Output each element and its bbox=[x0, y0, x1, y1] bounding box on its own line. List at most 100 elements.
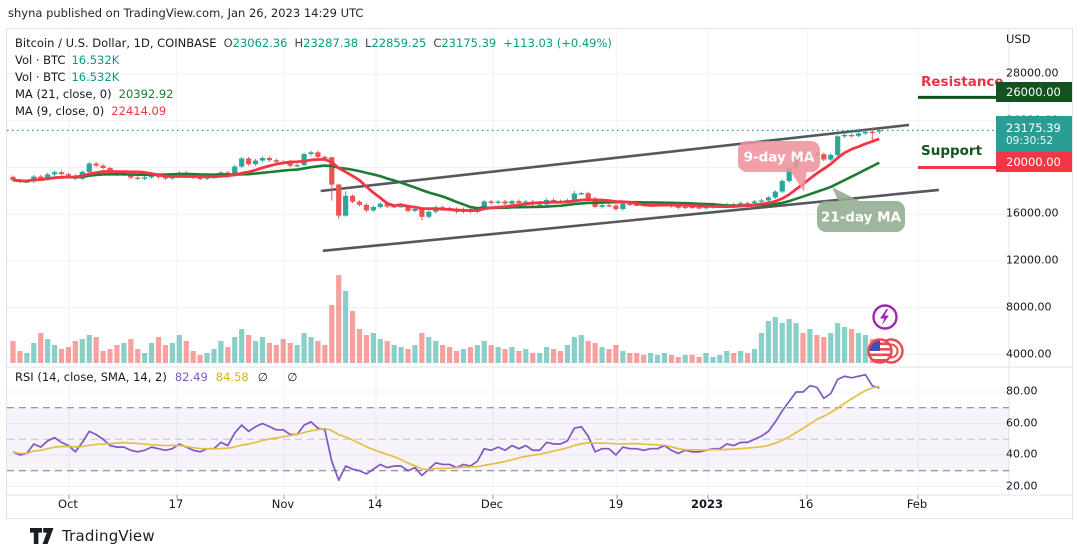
time-tick-label: 19 bbox=[608, 497, 624, 511]
time-tick-label: 2023 bbox=[690, 497, 724, 511]
chart-canvas[interactable]: 9-day MA 21-day MA bbox=[7, 29, 1072, 518]
time-tick-label: Nov bbox=[271, 497, 295, 511]
candle-body bbox=[765, 197, 771, 201]
volume-bar bbox=[620, 351, 626, 363]
volume-bar bbox=[433, 341, 439, 363]
volume-legend-2[interactable]: Vol · BTC 16.532K bbox=[15, 70, 119, 84]
candle-body bbox=[45, 174, 51, 179]
volume-bar bbox=[855, 333, 862, 363]
volume-bar bbox=[689, 355, 695, 363]
high-value: 23287.38 bbox=[303, 36, 359, 50]
candle-body bbox=[509, 201, 515, 204]
volume-bar bbox=[65, 347, 72, 363]
candle-body bbox=[273, 160, 279, 162]
volume-bar bbox=[225, 347, 231, 363]
rsi-value: 82.49 bbox=[174, 370, 208, 384]
volume-bar bbox=[190, 351, 196, 363]
rsi-sma-line bbox=[12, 385, 880, 471]
ma9-callout-bubble[interactable]: 9-day MA bbox=[738, 141, 820, 192]
ma21-legend[interactable]: MA (21, close, 0) 20392.92 bbox=[15, 87, 174, 101]
volume-bar bbox=[842, 327, 848, 363]
volume-bar bbox=[349, 311, 356, 363]
rsi-label: RSI (14, close, SMA, 14, 2) bbox=[15, 370, 167, 384]
volume-bar bbox=[246, 335, 252, 363]
volume-bar bbox=[835, 323, 841, 363]
channel-upper-trendline[interactable] bbox=[320, 123, 910, 193]
volume-bar bbox=[578, 335, 584, 363]
candle-body bbox=[758, 200, 765, 202]
rsi-line bbox=[12, 373, 880, 482]
rsi-legend[interactable]: RSI (14, close, SMA, 14, 2) 82.49 84.58 ∅ ∅ bbox=[15, 370, 305, 384]
ma21-callout-bubble[interactable]: 21-day MA bbox=[817, 187, 905, 232]
volume-bar bbox=[474, 345, 480, 363]
candle-body bbox=[606, 205, 612, 207]
currency-label: USD bbox=[1006, 32, 1031, 46]
volume-bar bbox=[197, 355, 203, 363]
volume-bar bbox=[744, 353, 751, 363]
candle-body bbox=[419, 208, 425, 217]
candle-body bbox=[38, 176, 44, 179]
open-label: O bbox=[223, 36, 233, 50]
candle-body bbox=[162, 177, 169, 179]
resistance-label: Resistance bbox=[921, 74, 1004, 90]
volume-bar bbox=[758, 333, 765, 363]
candle-body bbox=[370, 207, 376, 211]
volume-bar bbox=[495, 347, 501, 363]
price-tick-label: 12000.00 bbox=[1006, 253, 1059, 267]
time-tick-label: Dec bbox=[480, 497, 504, 511]
candle-body bbox=[821, 154, 827, 160]
volume-bar bbox=[814, 335, 820, 363]
volume-bar bbox=[301, 333, 307, 363]
boost-lightning-icon[interactable] bbox=[872, 304, 898, 330]
open-value: 23062.36 bbox=[232, 36, 288, 50]
volume-bar bbox=[419, 333, 425, 363]
symbol-legend[interactable]: Bitcoin / U.S. Dollar, 1D, COINBASE O2306… bbox=[15, 36, 612, 50]
volume-bar bbox=[384, 341, 390, 363]
candle-body bbox=[696, 207, 702, 209]
ma21-value: 20392.92 bbox=[118, 87, 174, 101]
volume-bar bbox=[786, 319, 792, 363]
svg-text:21-day MA: 21-day MA bbox=[821, 210, 902, 226]
candle-body bbox=[135, 177, 141, 179]
published-byline: shyna published on TradingView.com, Jan … bbox=[8, 6, 364, 20]
price-tick-label: 28000.00 bbox=[1006, 66, 1059, 80]
volume-bar bbox=[571, 337, 577, 363]
volume-bar bbox=[800, 333, 806, 363]
volume-bar bbox=[72, 341, 78, 363]
candle-body bbox=[599, 205, 605, 207]
rsi-tick-label: 20.00 bbox=[1006, 479, 1038, 492]
channel-lower-trendline[interactable] bbox=[322, 188, 939, 253]
tradingview-logo[interactable]: TradingView bbox=[30, 527, 155, 545]
candle-body bbox=[550, 199, 557, 202]
candle-body bbox=[197, 177, 203, 180]
candle-body bbox=[786, 168, 792, 181]
volume-bar bbox=[599, 347, 605, 363]
candle-body bbox=[481, 201, 487, 210]
candle-body bbox=[523, 201, 529, 203]
volume-bar bbox=[647, 353, 654, 363]
volume-legend-1[interactable]: Vol · BTC 16.532K bbox=[15, 53, 119, 67]
volume-bar bbox=[183, 341, 189, 363]
candle-body bbox=[779, 180, 785, 192]
volume-bar bbox=[162, 345, 169, 363]
chart-frame: 9-day MA 21-day MA Bitcoin / U.S. Dollar,… bbox=[6, 28, 1073, 519]
ma9-legend[interactable]: MA (9, close, 0) 22414.09 bbox=[15, 104, 166, 118]
candle-body bbox=[259, 157, 266, 161]
usd-pair-flag-icon[interactable] bbox=[867, 338, 904, 364]
volume-bar bbox=[426, 337, 432, 363]
candle-body bbox=[142, 177, 148, 179]
volume-label: Vol · BTC bbox=[15, 70, 66, 84]
price-tick-label: 4000.00 bbox=[1006, 347, 1052, 360]
candle-body bbox=[266, 157, 273, 161]
volume-bar bbox=[17, 351, 23, 363]
volume-bar bbox=[488, 345, 494, 363]
candle-body bbox=[578, 193, 584, 195]
volume-bar bbox=[731, 353, 737, 363]
candle-body bbox=[329, 157, 335, 185]
candle-body bbox=[426, 211, 432, 217]
candle-body bbox=[343, 195, 349, 216]
volume-bar bbox=[128, 339, 134, 363]
candle-body bbox=[322, 156, 328, 159]
volume-bar bbox=[31, 343, 37, 363]
volume-bar bbox=[322, 345, 328, 363]
